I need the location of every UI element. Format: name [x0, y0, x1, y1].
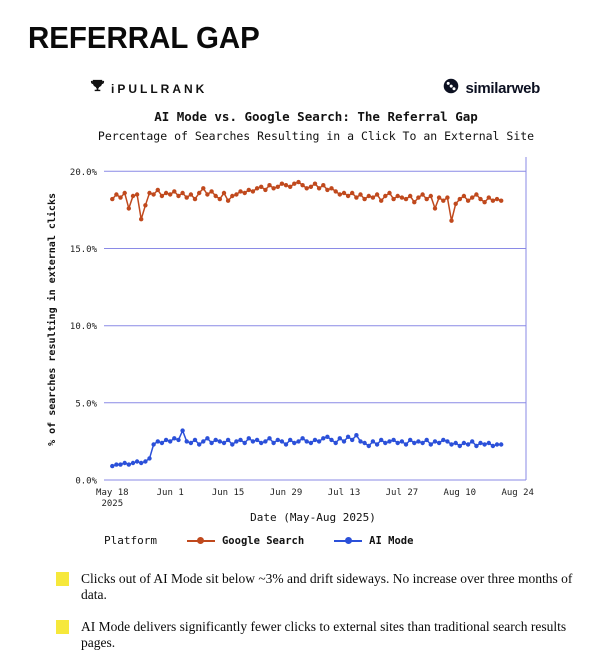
ipullrank-wordmark: iPULLRANK	[111, 81, 208, 96]
similarweb-icon	[443, 78, 459, 99]
svg-text:0.0%: 0.0%	[75, 477, 97, 487]
svg-text:Jul 13: Jul 13	[328, 488, 361, 498]
svg-text:5.0%: 5.0%	[75, 399, 97, 409]
trophy-icon	[90, 78, 105, 99]
chart-body: % of searches resulting in external clic…	[42, 147, 580, 532]
chart-title: AI Mode vs. Google Search: The Referral …	[154, 109, 478, 124]
svg-text:Aug 24: Aug 24	[501, 488, 534, 498]
legend-marker-ai-mode	[334, 536, 363, 545]
legend-title: Platform	[104, 534, 157, 547]
svg-text:Aug 10: Aug 10	[444, 488, 477, 498]
legend: Platform Google Search AI Mode	[104, 534, 580, 547]
highlight-marker	[56, 572, 69, 586]
svg-text:15.0%: 15.0%	[70, 245, 98, 255]
annotation-text: AI Mode delivers significantly fewer cli…	[81, 619, 567, 650]
svg-text:20.0%: 20.0%	[70, 168, 98, 178]
logo-row: iPULLRANK similarweb	[90, 78, 540, 99]
similarweb-wordmark: similarweb	[465, 80, 540, 97]
svg-text:Jun 29: Jun 29	[270, 488, 303, 498]
svg-text:Jun 15: Jun 15	[212, 488, 245, 498]
svg-text:2025: 2025	[101, 499, 123, 509]
annotations: Clicks out of AI Mode sit below ~3% and …	[56, 571, 580, 651]
legend-label-ai-mode: AI Mode	[369, 534, 414, 547]
chart-subtitle: Percentage of Searches Resulting in a Cl…	[97, 129, 535, 143]
legend-label-google-search: Google Search	[221, 534, 305, 547]
chart-header: AI Mode vs. Google Search: The Referral …	[46, 109, 586, 143]
x-axis-label: Date (May-Aug 2025)	[250, 511, 376, 524]
annotation-2: AI Mode delivers significantly fewer cli…	[56, 619, 580, 651]
svg-text:Jun 1: Jun 1	[157, 488, 184, 498]
svg-text:May 18: May 18	[96, 488, 129, 498]
y-axis-label: % of searches resulting in external clic…	[46, 193, 58, 446]
annotation-text: Clicks out of AI Mode sit below ~3% and …	[81, 571, 573, 602]
legend-marker-google-search	[186, 536, 215, 545]
legend-item-ai-mode: AI Mode	[334, 535, 413, 547]
legend-item-google-search: Google Search	[186, 534, 305, 547]
logo-similarweb: similarweb	[443, 78, 540, 99]
logo-ipullrank: iPULLRANK	[90, 78, 207, 99]
annotation-1: Clicks out of AI Mode sit below ~3% and …	[56, 571, 580, 603]
highlight-marker	[56, 620, 69, 634]
svg-text:10.0%: 10.0%	[70, 322, 98, 332]
page-title: REFERRAL GAP	[28, 20, 260, 55]
svg-text:Jul 27: Jul 27	[386, 488, 419, 498]
